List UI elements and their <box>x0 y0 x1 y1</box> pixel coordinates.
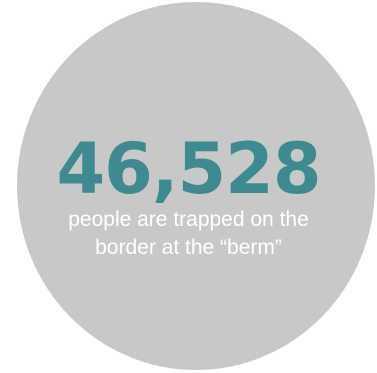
stat-circle <box>17 2 375 370</box>
stat-caption-line-1: people are trapped on the <box>68 208 309 231</box>
stat-caption: people are trapped on the border at the … <box>0 206 377 262</box>
stat-caption-line-2: border at the “berm” <box>95 236 282 259</box>
stat-number: 46,528 <box>56 128 321 210</box>
